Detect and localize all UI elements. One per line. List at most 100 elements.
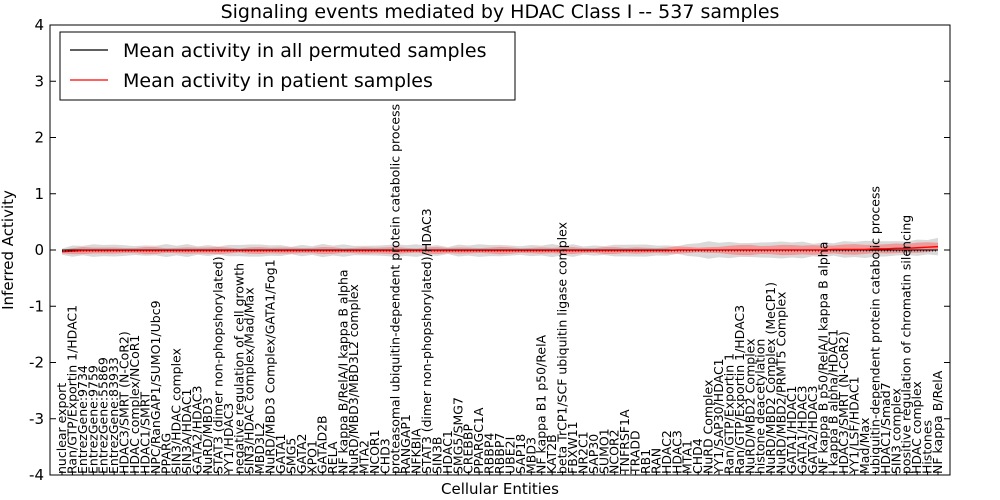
x-category-label: ubiquitin-dependent protein catabolic pr… bbox=[867, 186, 882, 474]
x-category-label: NF kappa B/RelA bbox=[930, 370, 945, 474]
legend-label-permuted: Mean activity in all permuted samples bbox=[123, 40, 486, 62]
series-line-patient bbox=[61, 245, 939, 253]
x-category-label: MBD3 bbox=[523, 437, 538, 474]
x-category-label: NPC/RanGAP1/SUMO1/Ubc9 bbox=[148, 300, 163, 474]
x-category-label: HDAC3/SMRT (N-CoR2) bbox=[836, 331, 851, 474]
x-category-label: NCOR2 bbox=[607, 429, 622, 474]
x-category-label: GATA2/HDAC3 bbox=[190, 386, 205, 474]
chart-title: Signaling events mediated by HDAC Class … bbox=[221, 1, 780, 23]
y-tick-label: -2 bbox=[29, 354, 44, 372]
y-tick-label: 4 bbox=[34, 16, 44, 34]
x-category-label: NCOR1 bbox=[367, 429, 382, 474]
x-category-label: RB1 bbox=[638, 449, 653, 474]
x-category-label: Mad/Max bbox=[857, 418, 872, 474]
x-category-label: XPO1 bbox=[304, 440, 319, 474]
x-category-label: CREBBP bbox=[461, 424, 476, 474]
x-category-label: negative regulation of cell growth bbox=[231, 263, 246, 474]
x-category-label: RAN bbox=[648, 448, 663, 474]
x-category-label: HDAC complex/NCoR1 bbox=[127, 335, 142, 474]
x-category-label: histone deacetylation bbox=[753, 339, 768, 474]
y-tick-label: 0 bbox=[34, 241, 44, 259]
legend-box bbox=[59, 31, 516, 101]
x-category-label: SMG5 bbox=[283, 438, 298, 474]
x-category-label: GATAD2B bbox=[315, 415, 330, 474]
x-category-label: NuRD/MBD3 Complex/GATA1/Fog1 bbox=[263, 259, 278, 474]
x-category-label: NF kappa B/RelA/I kappa B alpha bbox=[336, 269, 351, 474]
x-category-label: RBBP4 bbox=[482, 433, 497, 474]
x-category-label: GATA2/HDAC3 bbox=[805, 386, 820, 474]
x-category-label: SUMO1 bbox=[596, 428, 611, 474]
x-category-label: Ran/GTP/Exportin 1/HDAC1 bbox=[64, 305, 79, 474]
x-category-label: MBD3L2 bbox=[252, 422, 267, 474]
series-lines bbox=[61, 245, 939, 253]
x-category-label: HDAC1/Smad7 bbox=[878, 382, 893, 474]
x-category-label: proteasomal ubiquitin-dependent protein … bbox=[388, 104, 403, 474]
x-category-label: TNFRSF1A bbox=[617, 409, 632, 475]
x-category-label: PPARG bbox=[158, 433, 173, 474]
x-category-label: HDAC2 bbox=[659, 430, 674, 474]
x-category-label: TRADD bbox=[628, 430, 643, 475]
patient-range-band bbox=[62, 242, 938, 256]
x-category-label: STAT3 (dimer non-phopshorylated) bbox=[210, 256, 225, 474]
x-axis-label: Cellular Entities bbox=[441, 480, 559, 498]
y-tick-label: -3 bbox=[29, 410, 44, 428]
x-category-label: EntrezGene:55869 bbox=[96, 357, 111, 474]
y-axis-label: Inferred Activity bbox=[0, 190, 17, 310]
x-category-label: RBBP7 bbox=[492, 433, 507, 474]
y-tick-label: -1 bbox=[29, 297, 44, 315]
x-category-label: NFKBIA bbox=[409, 428, 424, 474]
x-category-label: NuRD Complex bbox=[701, 380, 716, 474]
x-category-label: HDAC3/SMRT (N-CoR2) bbox=[117, 331, 132, 474]
x-category-label: SMG5/SMG7 bbox=[450, 397, 465, 474]
activity-bands bbox=[62, 237, 938, 259]
x-category-label: NF kappa B p50/RelA/I kappa B alpha bbox=[815, 242, 830, 474]
x-category-label: NF kappa B1 p50/RelA bbox=[534, 334, 549, 474]
y-tick-label: 2 bbox=[34, 129, 44, 147]
x-category-label: HDAC3 bbox=[669, 430, 684, 474]
x-category-label: GATA1/HDAC3 bbox=[794, 386, 809, 474]
x-category-label: positive regulation of chromatin silenci… bbox=[899, 215, 914, 474]
x-category-label: SAP30 bbox=[586, 434, 601, 474]
y-tick-label: 3 bbox=[34, 72, 44, 90]
x-category-label: KAT2B bbox=[544, 434, 559, 474]
x-category-label: SIN3A/HDAC1 bbox=[179, 388, 194, 474]
y-axis: -4 -3 -2 -1 0 1 2 3 4 bbox=[29, 16, 950, 484]
x-category-label: SAP18 bbox=[513, 434, 528, 474]
x-category-label: EntrezGene:83933 bbox=[106, 357, 121, 474]
x-category-label: YY1/SAP30/HDAC1 bbox=[711, 358, 726, 475]
x-category-label: UBE2I bbox=[502, 437, 517, 474]
x-category-label: PPARGC1A bbox=[471, 407, 486, 474]
x-category-label: GATA1 bbox=[273, 434, 288, 474]
x-category-label: SIN3/HDAC complex/Mad/Max bbox=[242, 287, 257, 474]
y-tick-label: 1 bbox=[34, 185, 44, 203]
x-category-label: NuRD/MBD2 Complex (MeCP1) bbox=[763, 282, 778, 474]
x-category-label: MTA2 bbox=[356, 440, 371, 474]
x-category-label: NuRD/MBD3 bbox=[200, 397, 215, 474]
x-category-label: NuRD/MBD2 Complex bbox=[742, 338, 757, 474]
x-category-label: HDAC complex bbox=[909, 381, 924, 474]
x-category-label: EntrezGene:9734 bbox=[75, 365, 90, 474]
x-category-label: EntrezGene:9759 bbox=[85, 365, 100, 474]
x-category-label: MTA1 bbox=[680, 440, 695, 474]
x-category-label: Ran/GTP/Exportin 1 bbox=[721, 353, 736, 474]
x-category-label: YY1/LSF/HDAC1 bbox=[847, 376, 862, 475]
x-category-label: CHD3 bbox=[377, 438, 392, 474]
x-category-label: GATA2 bbox=[294, 434, 309, 474]
x-category-label: Ran/GTP/Exportin 1/HDAC3 bbox=[732, 305, 747, 474]
y-tick-label: -4 bbox=[29, 466, 44, 484]
x-category-label: GATA1/HDAC1 bbox=[784, 386, 799, 474]
x-category-label: I kappa B alpha/HDAC1 bbox=[826, 329, 841, 474]
x-category-label: HDAC1/SMRT bbox=[137, 391, 152, 474]
x-category-label: SIN3/HDAC complex bbox=[169, 348, 184, 474]
x-category-label: CHD4 bbox=[690, 438, 705, 474]
x-category-label: NuRD/MBD3/MBD3L2 complex bbox=[346, 284, 361, 474]
x-category-label: STAT3 (dimer non-phopshorylated)/HDAC3 bbox=[419, 208, 434, 474]
x-category-label: RELA bbox=[325, 441, 340, 474]
legend-label-patient: Mean activity in patient samples bbox=[123, 70, 433, 92]
x-category-label: nuclear export bbox=[54, 383, 69, 474]
x-category-label: Histones bbox=[920, 420, 935, 474]
x-category-label: RANGAP1 bbox=[398, 414, 413, 474]
x-category-label: HDAC1 bbox=[440, 430, 455, 474]
